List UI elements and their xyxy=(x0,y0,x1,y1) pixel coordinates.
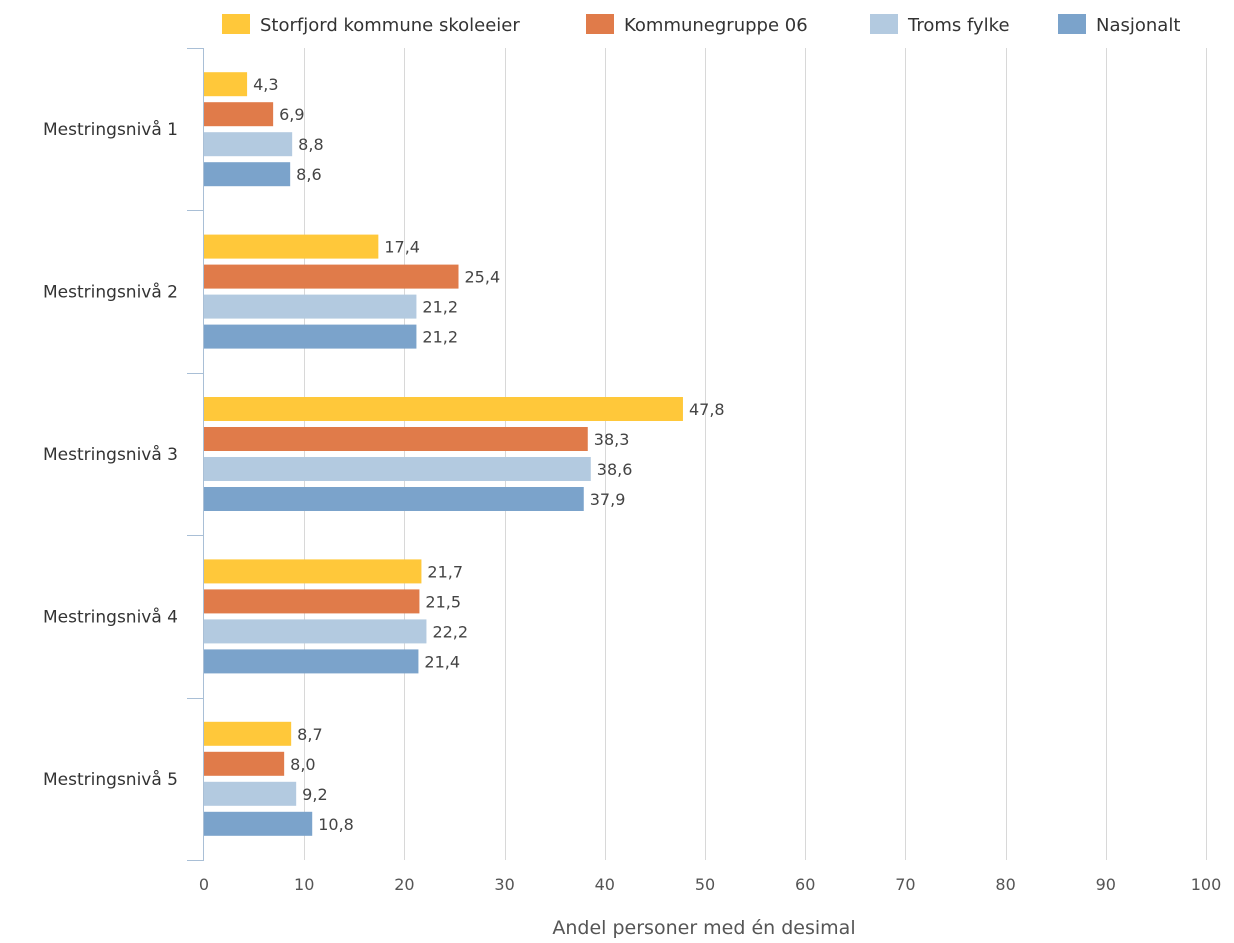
legend-swatch xyxy=(1058,14,1086,34)
data-label: 38,6 xyxy=(597,460,633,479)
bar xyxy=(204,559,422,584)
bars: 4,36,9 8,8 8,6 17,4 25,4 21,2 21,2 47,8 38,3 38,6… xyxy=(204,72,725,836)
x-tick-label: 0 xyxy=(199,875,209,894)
bar xyxy=(204,102,274,127)
data-label: 8,0 xyxy=(290,755,315,774)
category-label: Mestringsnivå 5 xyxy=(43,769,178,790)
legend-label[interactable]: Troms fylke xyxy=(907,15,1010,36)
bar xyxy=(204,811,313,836)
x-tick-label: 20 xyxy=(394,875,414,894)
axes: 0 10 20 30 40 50 60 70 80 90 100 Mestringsnivå 1 Mes… xyxy=(43,48,1221,894)
bar xyxy=(204,751,285,776)
data-label: 37,9 xyxy=(590,490,626,509)
data-label: 17,4 xyxy=(384,238,420,257)
legend: Storfjord kommune skoleeier Kommunegruppe… xyxy=(222,14,1180,36)
bar xyxy=(204,162,291,187)
data-label: 22,2 xyxy=(432,622,468,641)
legend-label[interactable]: Kommunegruppe 06 xyxy=(624,15,808,36)
bar xyxy=(204,427,588,451)
data-label: 8,6 xyxy=(296,165,321,184)
data-label: 21,5 xyxy=(425,592,461,611)
legend-label[interactable]: Storfjord kommune skoleeier xyxy=(260,15,520,36)
bar xyxy=(204,721,292,746)
data-label: 21,4 xyxy=(424,652,460,671)
legend-swatch xyxy=(586,14,614,34)
gridlines xyxy=(304,48,1207,860)
x-axis-title: Andel personer med én desimal xyxy=(552,917,855,939)
bar xyxy=(204,132,293,157)
bar xyxy=(204,397,683,421)
bar xyxy=(204,619,427,644)
x-tick-label: 30 xyxy=(494,875,514,894)
data-label: 6,9 xyxy=(279,105,304,124)
bar xyxy=(204,324,417,349)
data-label: 4,3 xyxy=(253,75,278,94)
x-tick-label: 10 xyxy=(294,875,314,894)
category-label: Mestringsnivå 2 xyxy=(43,282,178,303)
data-label: 21,7 xyxy=(427,562,463,581)
data-label: 21,2 xyxy=(422,298,458,317)
data-label: 9,2 xyxy=(302,785,327,804)
data-label: 25,4 xyxy=(465,268,501,287)
category-label: Mestringsnivå 1 xyxy=(43,119,178,140)
bar xyxy=(204,234,379,259)
x-tick-label: 90 xyxy=(1096,875,1116,894)
x-tick-label: 80 xyxy=(995,875,1015,894)
data-label: 21,2 xyxy=(422,328,458,347)
bar xyxy=(204,264,459,289)
data-label: 47,8 xyxy=(689,400,725,419)
bar xyxy=(204,649,419,674)
x-tick-label: 50 xyxy=(695,875,715,894)
bar xyxy=(204,294,417,319)
data-label: 38,3 xyxy=(594,430,630,449)
bar xyxy=(204,487,584,511)
bar xyxy=(204,781,297,806)
category-label: Mestringsnivå 3 xyxy=(43,444,178,465)
legend-label[interactable]: Nasjonalt xyxy=(1096,15,1180,36)
legend-swatch xyxy=(870,14,898,34)
x-tick-label: 60 xyxy=(795,875,815,894)
x-tick-label: 40 xyxy=(595,875,615,894)
x-tick-label: 100 xyxy=(1191,875,1222,894)
data-label: 8,7 xyxy=(297,725,322,744)
x-tick-label: 70 xyxy=(895,875,915,894)
bar xyxy=(204,457,591,481)
bar xyxy=(204,589,420,614)
data-label: 8,8 xyxy=(298,135,323,154)
legend-swatch xyxy=(222,14,250,34)
data-label: 10,8 xyxy=(318,815,354,834)
bar xyxy=(204,72,248,97)
category-label: Mestringsnivå 4 xyxy=(43,606,178,627)
